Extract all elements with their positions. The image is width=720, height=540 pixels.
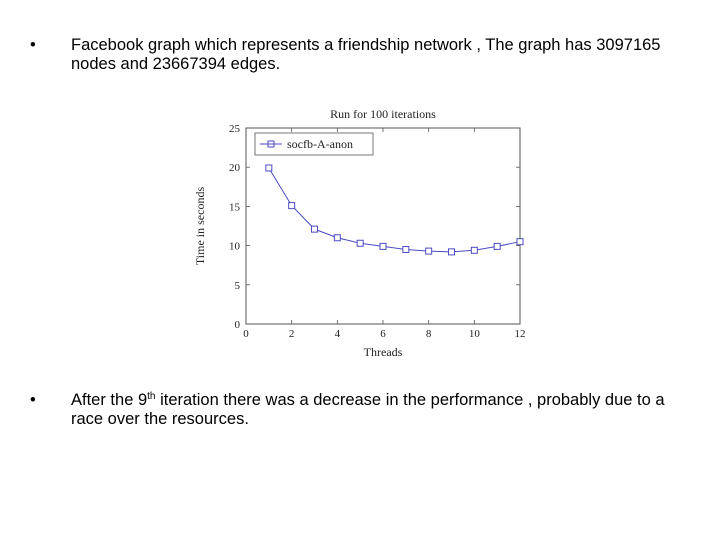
chart-title: Run for 100 iterations bbox=[330, 107, 436, 121]
data-point-marker bbox=[379, 242, 387, 250]
x-tick-label: 10 bbox=[469, 328, 481, 340]
y-tick-label: 25 bbox=[229, 123, 241, 135]
graph-description-text: Facebook graph which represents a friend… bbox=[71, 36, 661, 73]
legend-marker bbox=[267, 140, 275, 148]
data-series bbox=[265, 164, 524, 256]
legend: socfb-A-anon bbox=[254, 132, 374, 156]
y-axis-label: Time in seconds bbox=[193, 187, 207, 266]
performance-note-part2: iteration there was a decrease in the pe… bbox=[71, 391, 665, 428]
data-point-marker bbox=[265, 164, 273, 172]
data-point-marker bbox=[402, 246, 410, 254]
bullet-marker: • bbox=[30, 391, 36, 409]
performance-note-superscript: th bbox=[147, 391, 156, 402]
bullet-marker: • bbox=[30, 36, 36, 54]
x-tick-label: 8 bbox=[426, 328, 432, 340]
data-point-marker bbox=[516, 238, 524, 246]
axis-ticks: 0 2 4 6 8 10 12 0 5 10 15 20 25 bbox=[229, 123, 526, 340]
data-point-marker bbox=[448, 248, 455, 256]
y-tick-label: 0 bbox=[235, 319, 241, 331]
data-point-marker bbox=[288, 202, 296, 210]
performance-note-part1: After the 9 bbox=[71, 391, 148, 409]
data-point-marker bbox=[356, 239, 364, 247]
plot-area-frame bbox=[245, 127, 521, 325]
x-tick-label: 12 bbox=[515, 328, 526, 340]
legend-label: socfb-A-anon bbox=[287, 137, 353, 151]
y-tick-label: 10 bbox=[229, 241, 241, 253]
x-axis-label: Threads bbox=[364, 345, 403, 359]
performance-note-text: After the 9th iteration there was a decr… bbox=[71, 391, 690, 429]
data-point-marker bbox=[470, 246, 478, 254]
y-tick-label: 15 bbox=[229, 201, 241, 213]
x-tick-label: 0 bbox=[243, 328, 249, 340]
series-line bbox=[268, 167, 521, 253]
y-tick-label: 5 bbox=[235, 280, 241, 292]
data-point-marker bbox=[493, 242, 501, 250]
line-chart: Run for 100 iterations Time in seconds T… bbox=[193, 107, 526, 359]
legend-box bbox=[254, 132, 374, 156]
y-tick-label: 20 bbox=[229, 162, 241, 174]
data-point-marker bbox=[311, 225, 318, 233]
data-point-marker bbox=[425, 247, 433, 255]
data-point-marker bbox=[333, 234, 341, 242]
x-tick-label: 4 bbox=[335, 328, 341, 340]
x-tick-label: 6 bbox=[380, 328, 386, 340]
x-tick-label: 2 bbox=[289, 328, 295, 340]
